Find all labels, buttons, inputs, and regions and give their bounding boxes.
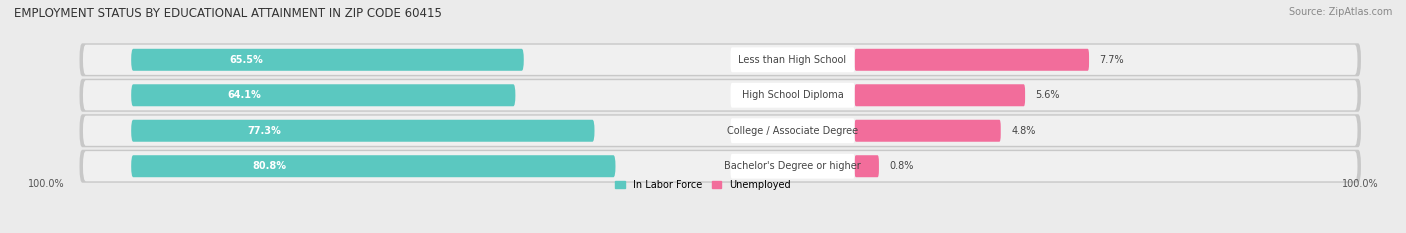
Text: 77.3%: 77.3%	[247, 126, 281, 136]
FancyBboxPatch shape	[731, 47, 855, 72]
Text: Source: ZipAtlas.com: Source: ZipAtlas.com	[1288, 7, 1392, 17]
Text: 100.0%: 100.0%	[28, 179, 65, 189]
FancyBboxPatch shape	[131, 84, 516, 106]
FancyBboxPatch shape	[855, 84, 1025, 106]
FancyBboxPatch shape	[855, 49, 1090, 71]
FancyBboxPatch shape	[731, 83, 855, 108]
FancyBboxPatch shape	[731, 118, 855, 143]
FancyBboxPatch shape	[80, 114, 1361, 147]
FancyBboxPatch shape	[131, 120, 595, 142]
Text: EMPLOYMENT STATUS BY EDUCATIONAL ATTAINMENT IN ZIP CODE 60415: EMPLOYMENT STATUS BY EDUCATIONAL ATTAINM…	[14, 7, 441, 20]
Text: 7.7%: 7.7%	[1099, 55, 1123, 65]
FancyBboxPatch shape	[83, 116, 1358, 146]
Text: 100.0%: 100.0%	[1341, 179, 1378, 189]
FancyBboxPatch shape	[731, 154, 855, 179]
FancyBboxPatch shape	[855, 120, 1001, 142]
FancyBboxPatch shape	[80, 43, 1361, 76]
Text: 64.1%: 64.1%	[228, 90, 262, 100]
Text: 65.5%: 65.5%	[229, 55, 263, 65]
Text: 4.8%: 4.8%	[1011, 126, 1035, 136]
FancyBboxPatch shape	[131, 49, 524, 71]
Text: High School Diploma: High School Diploma	[742, 90, 844, 100]
FancyBboxPatch shape	[83, 45, 1358, 75]
Text: Less than High School: Less than High School	[738, 55, 846, 65]
Text: 5.6%: 5.6%	[1035, 90, 1060, 100]
Text: College / Associate Degree: College / Associate Degree	[727, 126, 858, 136]
Text: Bachelor's Degree or higher: Bachelor's Degree or higher	[724, 161, 860, 171]
Legend: In Labor Force, Unemployed: In Labor Force, Unemployed	[612, 176, 794, 194]
FancyBboxPatch shape	[83, 80, 1358, 110]
Text: 0.8%: 0.8%	[889, 161, 914, 171]
FancyBboxPatch shape	[80, 150, 1361, 183]
Text: 80.8%: 80.8%	[252, 161, 287, 171]
FancyBboxPatch shape	[855, 155, 879, 177]
FancyBboxPatch shape	[80, 79, 1361, 112]
FancyBboxPatch shape	[131, 155, 616, 177]
FancyBboxPatch shape	[83, 151, 1358, 181]
